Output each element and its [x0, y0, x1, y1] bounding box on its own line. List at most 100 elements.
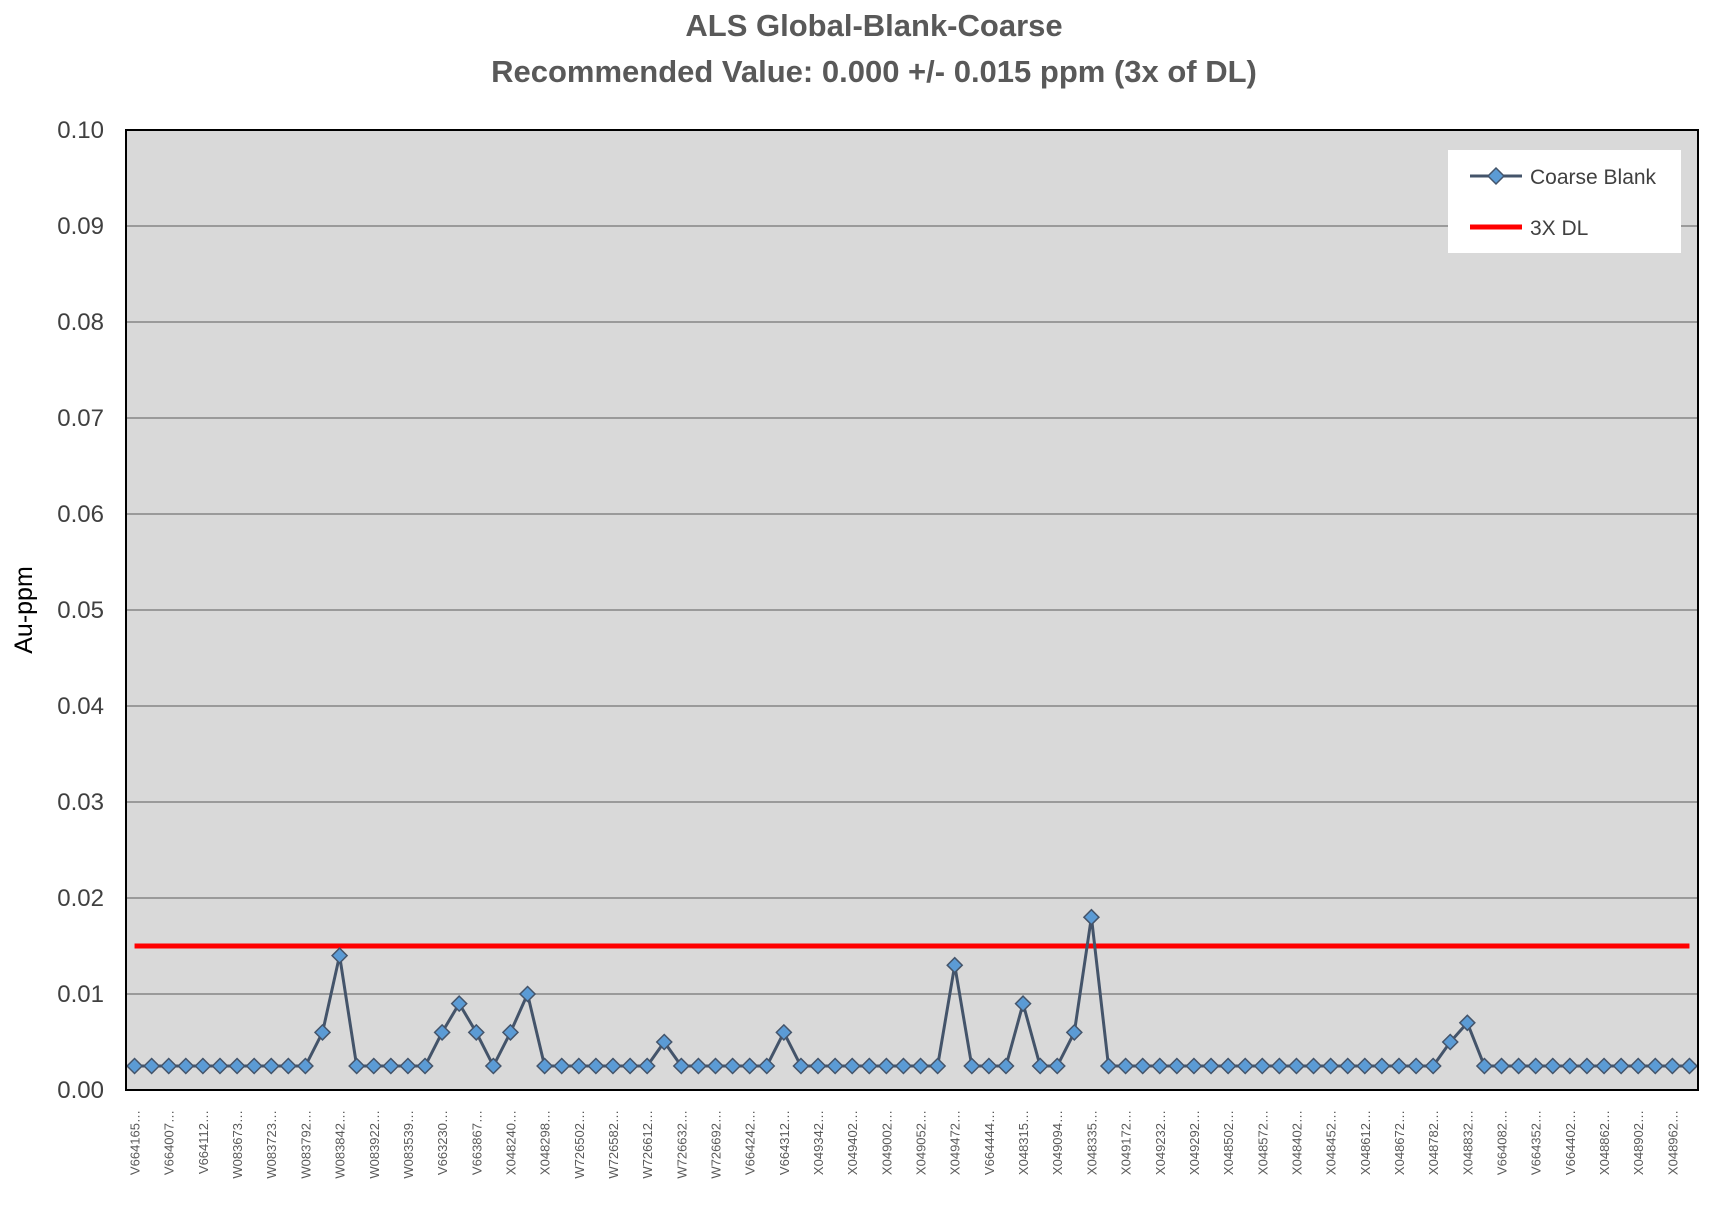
x-tick-label: X048782… [1426, 1110, 1441, 1175]
data-point [313, 1023, 332, 1041]
series-layer [125, 908, 1699, 1075]
data-point [1339, 1057, 1357, 1075]
data-point [450, 995, 468, 1013]
x-tick-label: X048502… [1221, 1110, 1236, 1175]
y-tick-label: 0.02 [57, 885, 104, 912]
x-tick-label: X048672… [1392, 1110, 1407, 1175]
data-point [416, 1057, 434, 1075]
data-point [826, 1057, 844, 1075]
data-point [621, 1057, 639, 1075]
x-tick-label: X049232… [1153, 1110, 1168, 1175]
data-point [946, 956, 964, 974]
data-point [553, 1057, 571, 1075]
data-point [1168, 1057, 1186, 1075]
x-tick-label: V664402… [1563, 1110, 1578, 1175]
x-tick-label: X049342… [811, 1110, 826, 1175]
x-tick-label: X049094… [1050, 1110, 1065, 1175]
data-point [809, 1057, 827, 1075]
data-point [1646, 1057, 1664, 1075]
data-point [911, 1057, 930, 1075]
x-tick-label: V663230… [435, 1110, 450, 1175]
x-tick-label: X049402… [845, 1110, 860, 1175]
data-point [1117, 1057, 1135, 1075]
x-tick-label: W083673… [230, 1110, 245, 1179]
x-tick-label: W726692… [709, 1110, 724, 1179]
data-point [963, 1057, 981, 1075]
x-tick-label: X048240… [503, 1110, 518, 1175]
data-point [1527, 1057, 1545, 1075]
y-tick-label: 0.07 [57, 405, 104, 432]
x-tick-label: V664444… [982, 1110, 997, 1175]
data-point [1219, 1057, 1237, 1075]
data-point [1680, 1057, 1699, 1075]
x-tick-label: V663867… [469, 1110, 484, 1175]
data-point [125, 1057, 144, 1075]
data-point [365, 1057, 383, 1075]
data-point [1236, 1057, 1254, 1075]
data-point [1424, 1057, 1442, 1075]
x-tick-label: V664007… [162, 1110, 177, 1175]
x-tick-label: X048862… [1597, 1110, 1612, 1175]
data-point [843, 1057, 861, 1075]
data-point [724, 1057, 742, 1075]
data-point [1099, 1057, 1118, 1075]
data-point [741, 1057, 759, 1075]
x-tick-label: V664312… [777, 1110, 792, 1175]
data-point [1390, 1057, 1408, 1075]
data-point [1014, 995, 1032, 1013]
x-tick-label: X048572… [1255, 1110, 1270, 1175]
data-point [775, 1023, 793, 1041]
data-point [1578, 1057, 1596, 1075]
data-point [1304, 1057, 1323, 1075]
data-point [160, 1057, 178, 1075]
data-point [1441, 1033, 1459, 1051]
data-point [1356, 1057, 1374, 1075]
x-tick-label: W083539… [401, 1110, 416, 1179]
data-point [399, 1057, 417, 1075]
data-point [194, 1057, 212, 1075]
data-point [467, 1023, 485, 1041]
data-point [1048, 1057, 1066, 1075]
y-tick-label: 0.04 [57, 693, 104, 720]
data-point [296, 1057, 314, 1075]
data-point [1322, 1057, 1340, 1075]
y-tick-label: 0.06 [57, 501, 104, 528]
data-point [433, 1023, 451, 1041]
data-point [177, 1057, 195, 1075]
y-axis-ticks: 0.00 0.01 0.02 0.03 0.04 0.05 0.06 0.07 0.08 0.09… [57, 117, 104, 1104]
y-tick-label: 0.09 [57, 213, 104, 240]
x-tick-label: X048298… [538, 1110, 553, 1175]
y-tick-label: 0.03 [57, 789, 104, 816]
x-tick-label: W726632… [674, 1110, 689, 1179]
data-point [638, 1057, 656, 1075]
data-point [1270, 1057, 1288, 1075]
data-point [1373, 1057, 1391, 1075]
data-point [1287, 1057, 1306, 1075]
data-point [672, 1057, 690, 1075]
x-tick-label: X049052… [914, 1110, 929, 1175]
data-point [604, 1057, 622, 1075]
data-point [1134, 1057, 1152, 1075]
x-tick-label: X048612… [1358, 1110, 1373, 1175]
data-point [331, 947, 349, 965]
data-point [279, 1057, 297, 1075]
data-point [570, 1057, 588, 1075]
x-tick-label: X048832… [1460, 1110, 1475, 1175]
data-point [1031, 1057, 1049, 1075]
legend-label-3x-dl: 3X DL [1530, 217, 1588, 240]
x-tick-label: W083842… [333, 1110, 348, 1179]
x-tick-label: V664165… [128, 1110, 143, 1175]
data-point [1082, 908, 1100, 926]
x-tick-label: V664082… [1495, 1110, 1510, 1175]
data-point [484, 1057, 502, 1075]
x-tick-label: X048402… [1289, 1110, 1304, 1175]
data-point [501, 1023, 520, 1041]
legend: Coarse Blank 3X DL [1448, 150, 1681, 253]
data-point [228, 1057, 246, 1075]
data-point [518, 985, 537, 1003]
x-tick-label: W083723… [264, 1110, 279, 1179]
data-point [860, 1057, 878, 1075]
data-point [1629, 1057, 1647, 1075]
y-tick-label: 0.10 [57, 117, 104, 144]
